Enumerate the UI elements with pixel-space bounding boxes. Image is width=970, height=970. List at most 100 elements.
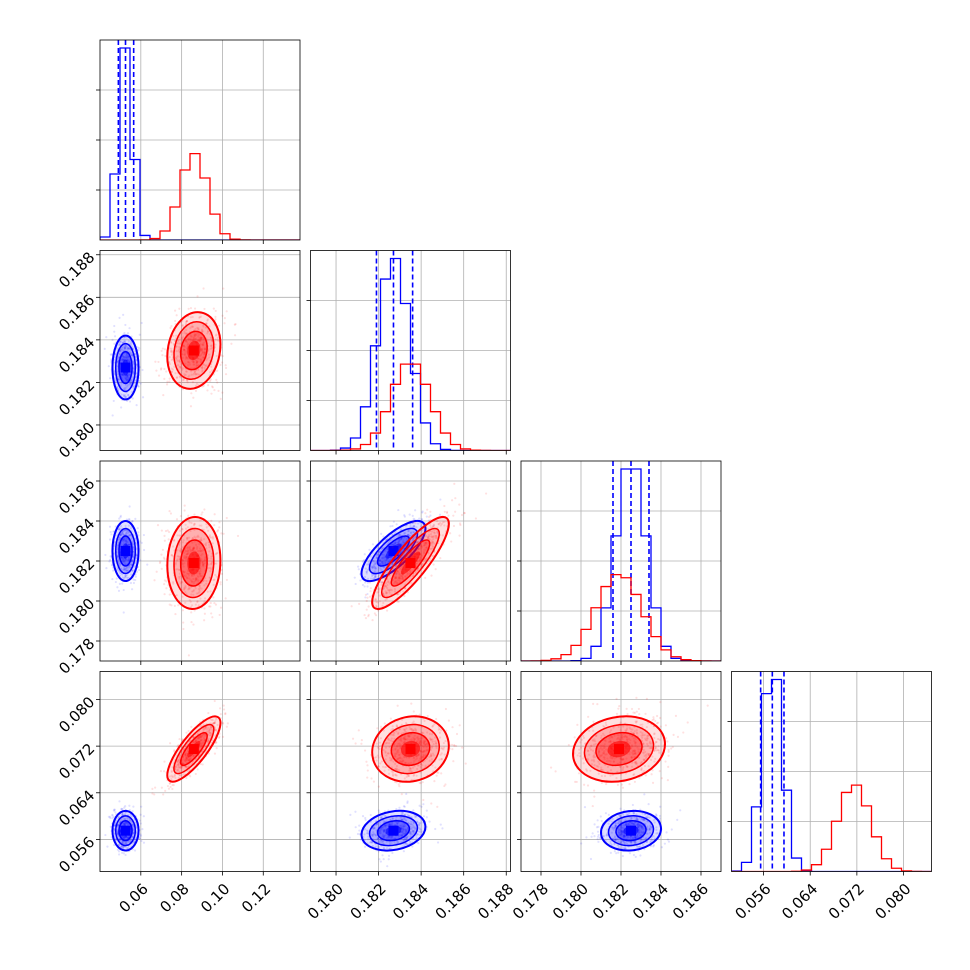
blue-sample-point — [396, 541, 399, 544]
red-sample-point — [206, 318, 210, 321]
red-sample-point — [179, 575, 182, 578]
red-sample-point — [205, 582, 208, 585]
red-sample-point — [378, 588, 381, 591]
blue-sample-point — [122, 559, 125, 563]
red-sample-point — [447, 514, 450, 517]
red-sample-point — [197, 333, 201, 336]
blue-sample-point — [121, 532, 124, 535]
red-sample-point — [201, 511, 204, 514]
blue-sample-point — [119, 537, 122, 540]
red-sample-point — [200, 366, 203, 369]
blue-sample-point — [384, 559, 388, 562]
red-sample-point — [189, 327, 192, 330]
red-sample-point — [197, 368, 200, 372]
red-sample-point — [168, 593, 171, 596]
blue-sample-point — [363, 575, 367, 579]
red-sample-point — [175, 334, 178, 337]
red-sample-point — [401, 576, 404, 579]
blue-sample-point — [124, 835, 127, 838]
blue-sample-point — [142, 841, 146, 844]
red-sample-point — [201, 351, 205, 354]
red-sample-point — [192, 547, 195, 550]
blue-sample-point — [373, 563, 376, 566]
blue-sample-point — [140, 321, 143, 325]
blue-sample-point — [128, 360, 131, 364]
blue-sample-point — [119, 516, 122, 519]
blue-sample-point — [416, 522, 420, 525]
blue-sample-point — [121, 374, 124, 378]
blue-sample-point — [139, 382, 142, 385]
blue-peak-cell — [120, 362, 131, 373]
red-sample-point — [429, 532, 433, 536]
red-sample-point — [186, 526, 189, 529]
red-sample-point — [190, 593, 193, 596]
red-sample-point — [184, 354, 187, 357]
blue-sample-point — [366, 563, 369, 566]
red-sample-point — [198, 542, 201, 546]
red-sample-point — [210, 555, 213, 558]
red-sample-point — [221, 361, 224, 364]
red-sample-point — [183, 554, 186, 558]
red-sample-point — [170, 353, 174, 356]
red-sample-point — [397, 576, 400, 579]
red-sample-point — [214, 334, 217, 337]
blue-sample-point — [412, 524, 416, 528]
blue-sample-point — [141, 368, 144, 372]
blue-sample-point — [122, 611, 125, 614]
red-sample-point — [208, 543, 211, 547]
red-sample-point — [215, 333, 218, 336]
blue-sample-point — [123, 340, 126, 344]
blue-sample-point — [122, 540, 125, 543]
blue-sample-point — [407, 533, 410, 537]
blue-sample-point — [370, 577, 373, 580]
red-sample-point — [209, 536, 213, 539]
red-sample-point — [178, 350, 181, 353]
blue-sample-point — [106, 845, 109, 848]
red-sample-point — [199, 338, 203, 341]
blue-sample-point — [395, 572, 398, 575]
red-sample-point — [385, 591, 388, 595]
red-sample-point — [183, 586, 186, 589]
red-sample-point — [178, 577, 181, 580]
red-sample-point — [391, 546, 394, 549]
red-sample-point — [173, 365, 176, 368]
red-sample-point — [225, 578, 229, 582]
red-sample-point — [432, 523, 436, 526]
blue-sample-point — [127, 557, 130, 560]
red-sample-point — [173, 749, 176, 752]
red-sample-point — [424, 558, 427, 561]
blue-sample-point — [132, 360, 135, 363]
red-sample-point — [388, 582, 391, 585]
red-sample-point — [193, 540, 196, 543]
red-sample-point — [192, 524, 196, 527]
blue-sample-point — [121, 808, 124, 811]
red-sample-point — [413, 542, 416, 545]
blue-sample-point — [122, 341, 125, 344]
blue-sample-point — [124, 376, 128, 379]
red-sample-point — [180, 561, 184, 564]
blue-sample-point — [121, 558, 124, 561]
blue-sample-point — [127, 348, 130, 351]
blue-sample-point — [407, 529, 410, 533]
red-sample-point — [450, 499, 454, 502]
red-sample-point — [198, 336, 201, 340]
blue-sample-point — [123, 339, 126, 342]
red-sample-point — [203, 612, 206, 615]
blue-sample-point — [128, 533, 131, 537]
blue-sample-point — [361, 583, 365, 587]
blue-sample-point — [109, 353, 112, 356]
red-sample-point — [382, 601, 385, 605]
red-sample-point — [196, 600, 199, 604]
red-sample-point — [219, 363, 222, 366]
red-sample-point — [236, 534, 240, 538]
red-sample-point — [192, 363, 195, 366]
red-sample-point — [210, 560, 214, 564]
red-histogram — [310, 363, 511, 451]
red-sample-point — [458, 534, 461, 537]
red-sample-point — [179, 547, 183, 551]
red-sample-point — [213, 388, 216, 392]
blue-sample-point — [366, 585, 369, 588]
red-sample-point — [211, 386, 214, 389]
blue-sample-point — [119, 532, 123, 535]
blue-sample-point — [364, 596, 367, 599]
